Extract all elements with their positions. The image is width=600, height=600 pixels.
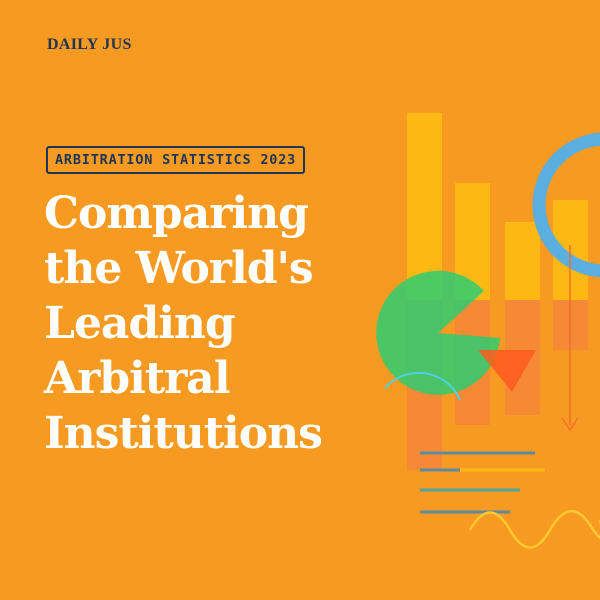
bar — [505, 222, 540, 300]
title-line: Comparing — [44, 188, 309, 239]
title-line: Arbitral — [44, 353, 231, 404]
text-lines — [420, 451, 545, 514]
title-line: Leading — [44, 298, 236, 349]
arrow-head — [561, 417, 579, 432]
ring — [532, 132, 600, 278]
title-line: Institutions — [44, 408, 323, 459]
title-line: the World's — [44, 243, 314, 294]
title: Comparing the World's Leading Arbitral Insti… — [44, 186, 323, 461]
badge: ARBITRATION STATISTICS 2023 — [46, 146, 306, 174]
wedge — [478, 350, 536, 392]
bar — [407, 113, 442, 300]
arc — [384, 371, 461, 401]
pie — [376, 270, 500, 395]
wave — [468, 509, 600, 549]
brand: DAILY JUS — [47, 36, 132, 53]
